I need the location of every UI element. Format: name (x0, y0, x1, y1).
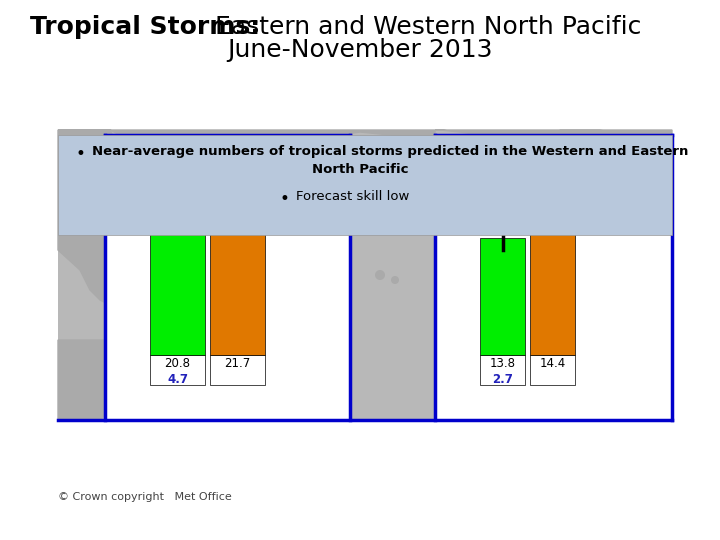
Polygon shape (58, 130, 130, 305)
Text: Near-average numbers of tropical storms predicted in the Western and Eastern: Near-average numbers of tropical storms … (92, 145, 688, 158)
Bar (530, 355, 575, 385)
Text: 13.8: 13.8 (490, 357, 516, 370)
Bar (58, 130, 672, 420)
Bar (150, 355, 205, 385)
Polygon shape (435, 130, 672, 305)
Text: 21.7: 21.7 (225, 357, 251, 370)
Bar (210, 355, 265, 385)
Text: •: • (76, 145, 86, 163)
Bar (105, 135, 350, 420)
Text: Tropical Storms:: Tropical Storms: (30, 15, 260, 39)
Polygon shape (560, 130, 672, 180)
Text: Eastern and Western North Pacific: Eastern and Western North Pacific (207, 15, 642, 39)
Text: 2.7: 2.7 (492, 373, 513, 386)
Bar (210, 171, 265, 355)
Circle shape (391, 276, 399, 284)
Bar (150, 178, 205, 355)
Bar (530, 233, 575, 355)
Polygon shape (58, 340, 130, 420)
Bar (480, 238, 525, 355)
Text: 20.8: 20.8 (164, 357, 191, 370)
Text: •: • (280, 190, 290, 208)
Text: North Pacific: North Pacific (312, 163, 408, 176)
Text: © Crown copyright   Met Office: © Crown copyright Met Office (58, 492, 232, 502)
Bar (435, 135, 672, 420)
Circle shape (375, 270, 385, 280)
Bar (58, 135, 672, 235)
Text: 14.4: 14.4 (539, 357, 566, 370)
Polygon shape (58, 130, 435, 155)
Text: Forecast skill low: Forecast skill low (296, 190, 410, 203)
Bar (480, 355, 525, 385)
Text: June-November 2013: June-November 2013 (228, 38, 492, 62)
Text: 4.7: 4.7 (167, 373, 188, 386)
